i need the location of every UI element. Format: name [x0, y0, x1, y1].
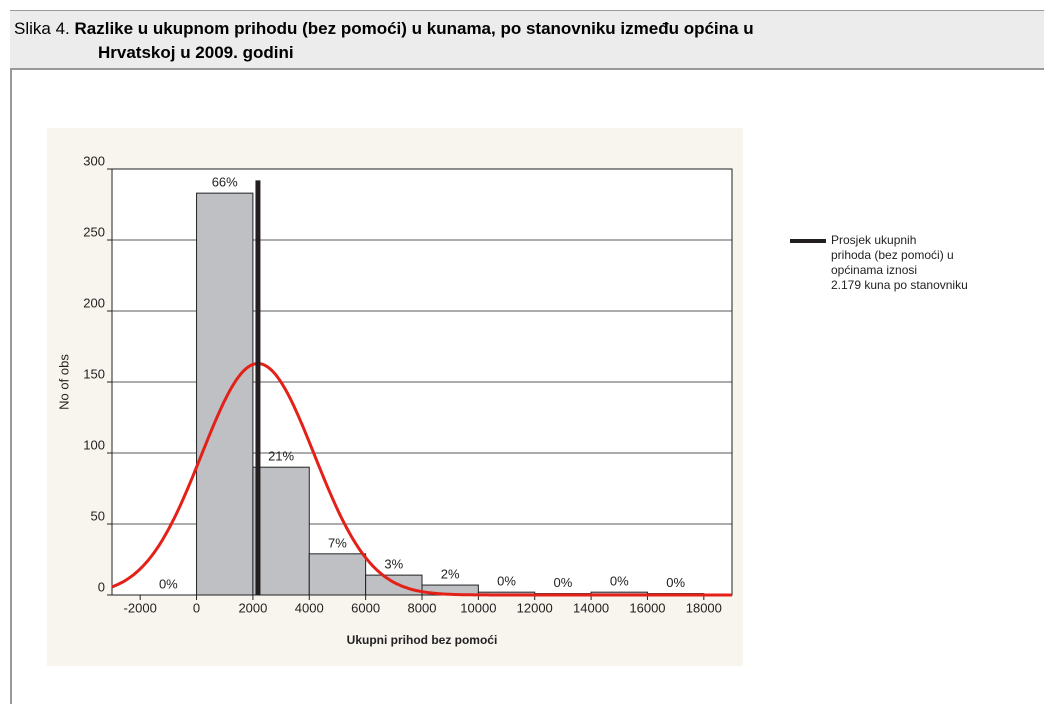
title-line: Slika 4. Razlike u ukupnom prihodu (bez … — [14, 19, 754, 39]
title: Razlike u ukupnom prihodu (bez pomoći) u… — [74, 19, 754, 38]
x-tick-label: 2000 — [238, 600, 267, 615]
bar-label: 66% — [212, 175, 238, 190]
x-tick-label: 10000 — [460, 600, 496, 615]
bar — [308, 553, 367, 596]
y-tick-label: 150 — [83, 366, 105, 381]
bar-label: 0% — [554, 575, 573, 590]
x-tick-label: 6000 — [351, 600, 380, 615]
x-tick-label: 0 — [193, 600, 200, 615]
y-tick-label: 100 — [83, 437, 105, 452]
x-tick-label: 18000 — [686, 600, 722, 615]
x-tick-label: 8000 — [408, 600, 437, 615]
y-tick-label: 50 — [91, 508, 105, 523]
legend-label: Prosjek ukupnih — [831, 233, 916, 247]
y-tick-label: 200 — [83, 295, 105, 310]
x-tick-label: 12000 — [517, 600, 553, 615]
y-axis-label: No of obs — [56, 354, 71, 410]
normal-fit-curve — [111, 361, 732, 597]
bar-label: 0% — [610, 574, 629, 589]
y-tick-label: 250 — [83, 224, 105, 239]
bar-label: 0% — [497, 574, 516, 589]
bar-label: 3% — [384, 557, 403, 572]
x-tick-label: 14000 — [573, 600, 609, 615]
bar-label: 0% — [159, 576, 178, 591]
legend-label: općinama iznosi — [831, 263, 917, 277]
legend-label: prihoda (bez pomoći) u — [831, 248, 954, 262]
x-axis-label: Ukupni prihod bez pomoći — [347, 633, 498, 647]
y-tick-label: 0 — [98, 579, 105, 594]
bar-label: 2% — [441, 566, 460, 581]
frame-border — [10, 70, 12, 704]
x-tick-label: 16000 — [629, 600, 665, 615]
bar-label: 0% — [666, 575, 685, 590]
title: Hrvatskoj u 2009. godini — [98, 43, 294, 62]
bar-label: 21% — [268, 449, 294, 464]
x-tick-label: 4000 — [295, 600, 324, 615]
bar — [196, 192, 254, 596]
figure-label: Slika 4. — [14, 19, 70, 38]
legend-label: 2.179 kuna po stanovniku — [831, 278, 968, 292]
bar — [365, 574, 423, 596]
y-tick-label: 300 — [83, 153, 105, 168]
bar — [252, 466, 310, 596]
bar-label: 7% — [328, 535, 347, 550]
x-tick-label: -2000 — [124, 600, 157, 615]
figure-header: Slika 4. Razlike u ukupnom prihodu (bez … — [10, 10, 1044, 70]
